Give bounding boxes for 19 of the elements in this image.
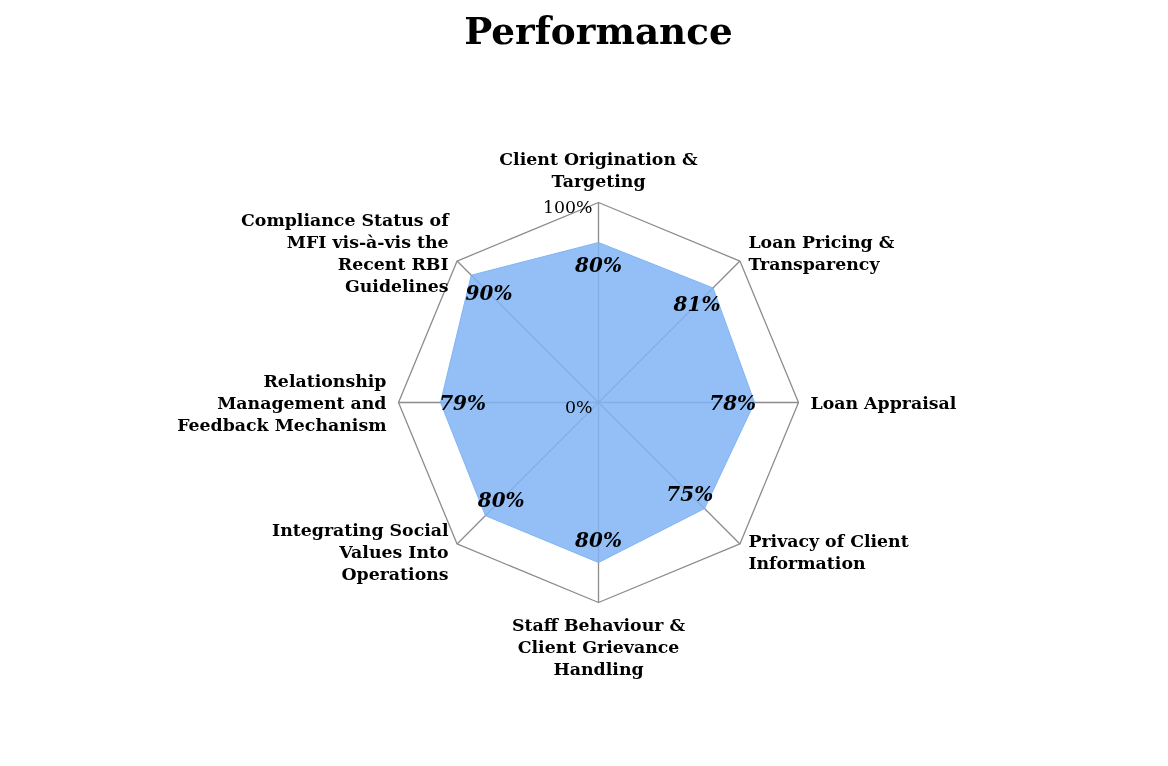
data-label: 80% [574,528,622,553]
spoke-label: Privacy of Client Information [748,531,909,574]
spoke-label: Integrating Social Values Into Operations [272,520,450,585]
data-label: 81% [672,291,721,316]
spoke-label: Client Origination & Targeting [499,148,699,191]
data-label: 80% [476,487,525,512]
spoke-label: Loan Pricing & Transparency [748,231,895,274]
data-label: 90% [465,281,513,306]
spoke-label: Staff Behaviour & Client Grievance Handling [511,614,686,679]
chart-title: Performance [464,8,733,53]
y-tick-label: 100% [542,196,593,217]
spoke-label: Compliance Status of MFI vis-à-vis the Recent RBI Guidelines [241,209,451,296]
y-tick-label: 0% [565,396,593,417]
data-label: 78% [709,390,757,415]
data-label: 75% [666,481,714,506]
spoke-label: Relationship Management and Feedback Mechanism [177,370,387,435]
data-label: 79% [439,390,487,415]
data-label: 80% [574,252,622,277]
spoke-label: Loan Appraisal [810,392,957,413]
